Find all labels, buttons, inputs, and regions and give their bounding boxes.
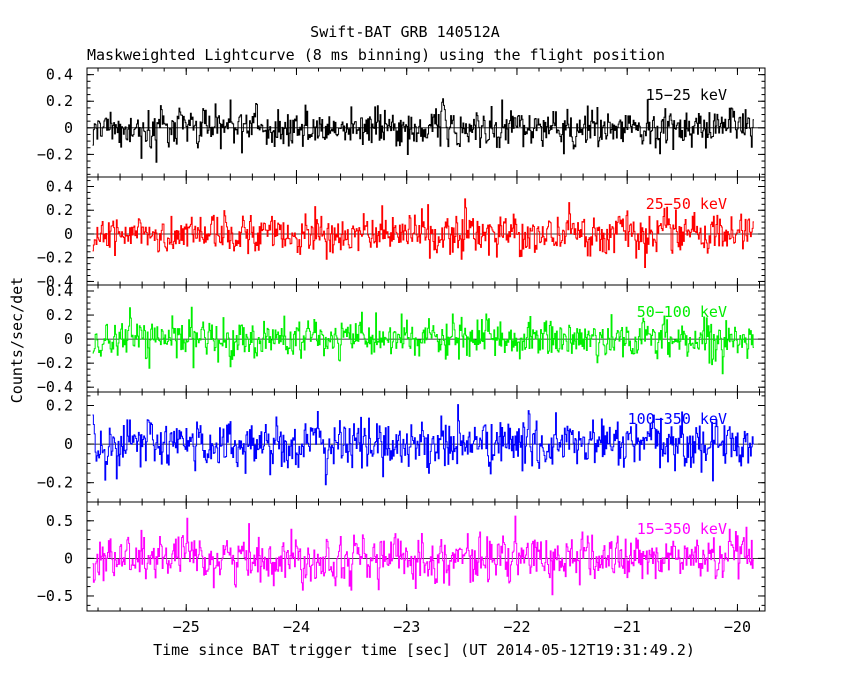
x-axis-label: Time since BAT trigger time [sec] (UT 20… — [153, 641, 695, 659]
y-tick-label: 0.2 — [46, 397, 73, 415]
band-label: 50−100 keV — [637, 303, 727, 321]
lightcurve-trace — [92, 515, 754, 596]
y-tick-label: 0.5 — [46, 512, 73, 530]
y-tick-label: 0 — [64, 330, 73, 348]
band-label: 15−25 keV — [646, 86, 727, 104]
lightcurve-trace — [92, 98, 754, 163]
x-tick-label: −22 — [503, 618, 530, 636]
band-label: 15−350 keV — [637, 520, 727, 538]
panel-15-350-kev: 0.5 0 −0.5 15−350 keV — [37, 501, 766, 612]
y-tick-label: 0.2 — [46, 306, 73, 324]
x-tick-label: −25 — [173, 618, 200, 636]
panel-frame — [86, 501, 766, 612]
y-tick-label: 0 — [64, 549, 73, 567]
y-tick-label: 0.4 — [46, 177, 73, 195]
y-tick-label: 0 — [64, 435, 73, 453]
y-tick-label: −0.4 — [37, 272, 73, 290]
y-tick-label: −0.2 — [37, 354, 73, 372]
y-tick-label: −0.2 — [37, 249, 73, 267]
y-tick-label: 0 — [64, 119, 73, 137]
y-tick-label: −0.5 — [37, 587, 73, 605]
lightcurve-trace — [92, 404, 754, 486]
chart-title: Swift-BAT GRB 140512A — [310, 23, 500, 41]
y-tick-label: −0.4 — [37, 378, 73, 396]
y-tick-label: 0.2 — [46, 92, 73, 110]
panel-15-25-kev: 0.4 0.2 0 −0.2 15−25 keV — [37, 66, 766, 178]
x-tick-label: −20 — [724, 618, 751, 636]
panels-group: 0.4 0.2 0 −0.2 15−25 keV 0.4 0.2 0 −0.2 −0.4 25−50… — [37, 66, 766, 612]
y-tick-label: −0.2 — [37, 474, 73, 492]
x-axis: −25 −24 −23 −22 −21 −20 — [173, 618, 751, 636]
band-label: 25−50 keV — [646, 195, 727, 213]
y-tick-label: 0.2 — [46, 201, 73, 219]
y-tick-label: −0.2 — [37, 145, 73, 163]
x-tick-label: −21 — [614, 618, 641, 636]
x-tick-label: −24 — [283, 618, 310, 636]
y-tick-label: 0.4 — [46, 282, 73, 300]
lightcurve-trace — [92, 306, 754, 375]
panel-50-100-kev: 0.4 0.2 0 −0.2 −0.4 50−100 keV — [37, 282, 766, 396]
lightcurve-trace — [92, 198, 754, 268]
y-tick-label: 0.4 — [46, 66, 73, 84]
y-tick-label: 0 — [64, 225, 73, 243]
x-tick-label: −23 — [393, 618, 420, 636]
panel-25-50-kev: 0.4 0.2 0 −0.2 −0.4 25−50 keV — [37, 176, 766, 290]
panel-100-350-kev: 0.2 0 −0.2 100−350 keV — [37, 391, 766, 503]
chart-subtitle: Maskweighted Lightcurve (8 ms binning) u… — [87, 46, 665, 64]
y-axis-label: Counts/sec/det — [8, 277, 26, 403]
band-label: 100−350 keV — [628, 410, 727, 428]
